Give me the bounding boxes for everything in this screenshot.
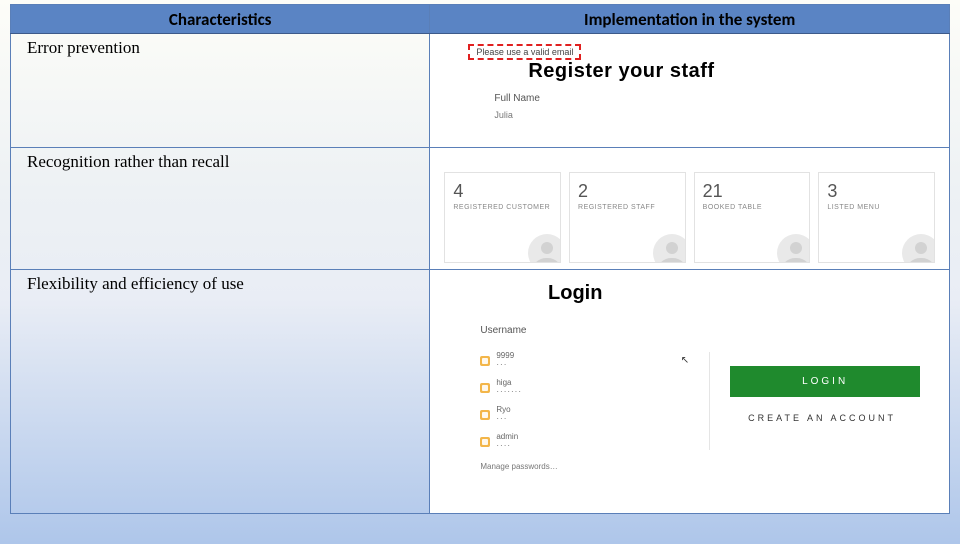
stat-card[interactable]: 3 LISTED MENU [818,172,935,263]
login-right-col: LOGIN CREATE AN ACCOUNT [720,276,939,507]
username-label: Username [480,325,710,336]
key-icon [480,410,490,420]
cred-username: admin [496,433,518,441]
row-error-prevention: Error prevention Please use a valid emai… [11,34,950,148]
saved-credential-item[interactable]: Ryo ··· [480,406,689,423]
create-account-link[interactable]: CREATE AN ACCOUNT [748,413,939,423]
fullname-input[interactable]: Julia [494,110,933,120]
key-icon [480,437,490,447]
key-icon [480,356,490,366]
characteristic-cell: Error prevention [11,34,430,148]
header-row: Characteristics Implementation in the sy… [11,5,950,34]
avatar-icon [777,234,810,263]
characteristic-cell: Recognition rather than recall [11,148,430,270]
saved-credential-item[interactable]: higa ······· [480,379,689,396]
stat-card[interactable]: 4 REGISTERED CUSTOMER [444,172,561,263]
stat-label: LISTED MENU [827,204,926,211]
cred-password-dots: ··· [496,415,510,423]
stat-label: BOOKED TABLE [703,204,802,211]
stat-number: 21 [703,181,802,202]
characteristic-cell: Flexibility and efficiency of use [11,270,430,514]
row-recognition-recall: Recognition rather than recall 4 REGISTE… [11,148,950,270]
saved-credential-item[interactable]: admin ···· [480,433,689,450]
cred-password-dots: ··· [496,361,514,369]
col-implementation-header: Implementation in the system [430,5,950,34]
avatar-icon [653,234,686,263]
implementation-cell: Please use a valid email Register your s… [430,34,950,148]
error-message: Please use a valid email [468,44,581,60]
mock-stat-cards: 4 REGISTERED CUSTOMER 2 REGISTERED STAFF… [440,154,939,263]
saved-credentials-list: 9999 ··· ↖ higa ······· [480,352,710,450]
cred-password-dots: ···· [496,442,518,450]
register-title: Register your staff [528,60,933,83]
manage-passwords-link[interactable]: Manage passwords… [480,462,710,471]
fullname-label: Full Name [494,93,933,104]
key-icon [480,383,490,393]
stat-label: REGISTERED STAFF [578,204,677,211]
login-title: Login [440,282,710,305]
cursor-icon: ↖ [681,355,689,366]
col-characteristics-header: Characteristics [11,5,430,34]
cred-password-dots: ······· [496,388,522,396]
avatar-icon [902,234,935,263]
stat-card[interactable]: 21 BOOKED TABLE [694,172,811,263]
cred-username: Ryo [496,406,510,414]
implementation-cell: 4 REGISTERED CUSTOMER 2 REGISTERED STAFF… [430,148,950,270]
row-flexibility-efficiency: Flexibility and efficiency of use Login … [11,270,950,514]
stat-number: 4 [453,181,552,202]
cred-username: 9999 [496,352,514,360]
login-button[interactable]: LOGIN [730,366,920,397]
heuristics-table: Characteristics Implementation in the sy… [10,4,950,514]
stat-card[interactable]: 2 REGISTERED STAFF [569,172,686,263]
login-left-col: Login Username 9999 ··· ↖ [440,276,720,507]
avatar-icon [528,234,561,263]
cred-username: higa [496,379,522,387]
stat-label: REGISTERED CUSTOMER [453,204,552,211]
mock-login: Login Username 9999 ··· ↖ [440,276,939,507]
mock-register-staff: Please use a valid email Register your s… [440,40,939,141]
saved-credential-item[interactable]: 9999 ··· ↖ [480,352,689,369]
stat-number: 3 [827,181,926,202]
stat-number: 2 [578,181,677,202]
implementation-cell: Login Username 9999 ··· ↖ [430,270,950,514]
